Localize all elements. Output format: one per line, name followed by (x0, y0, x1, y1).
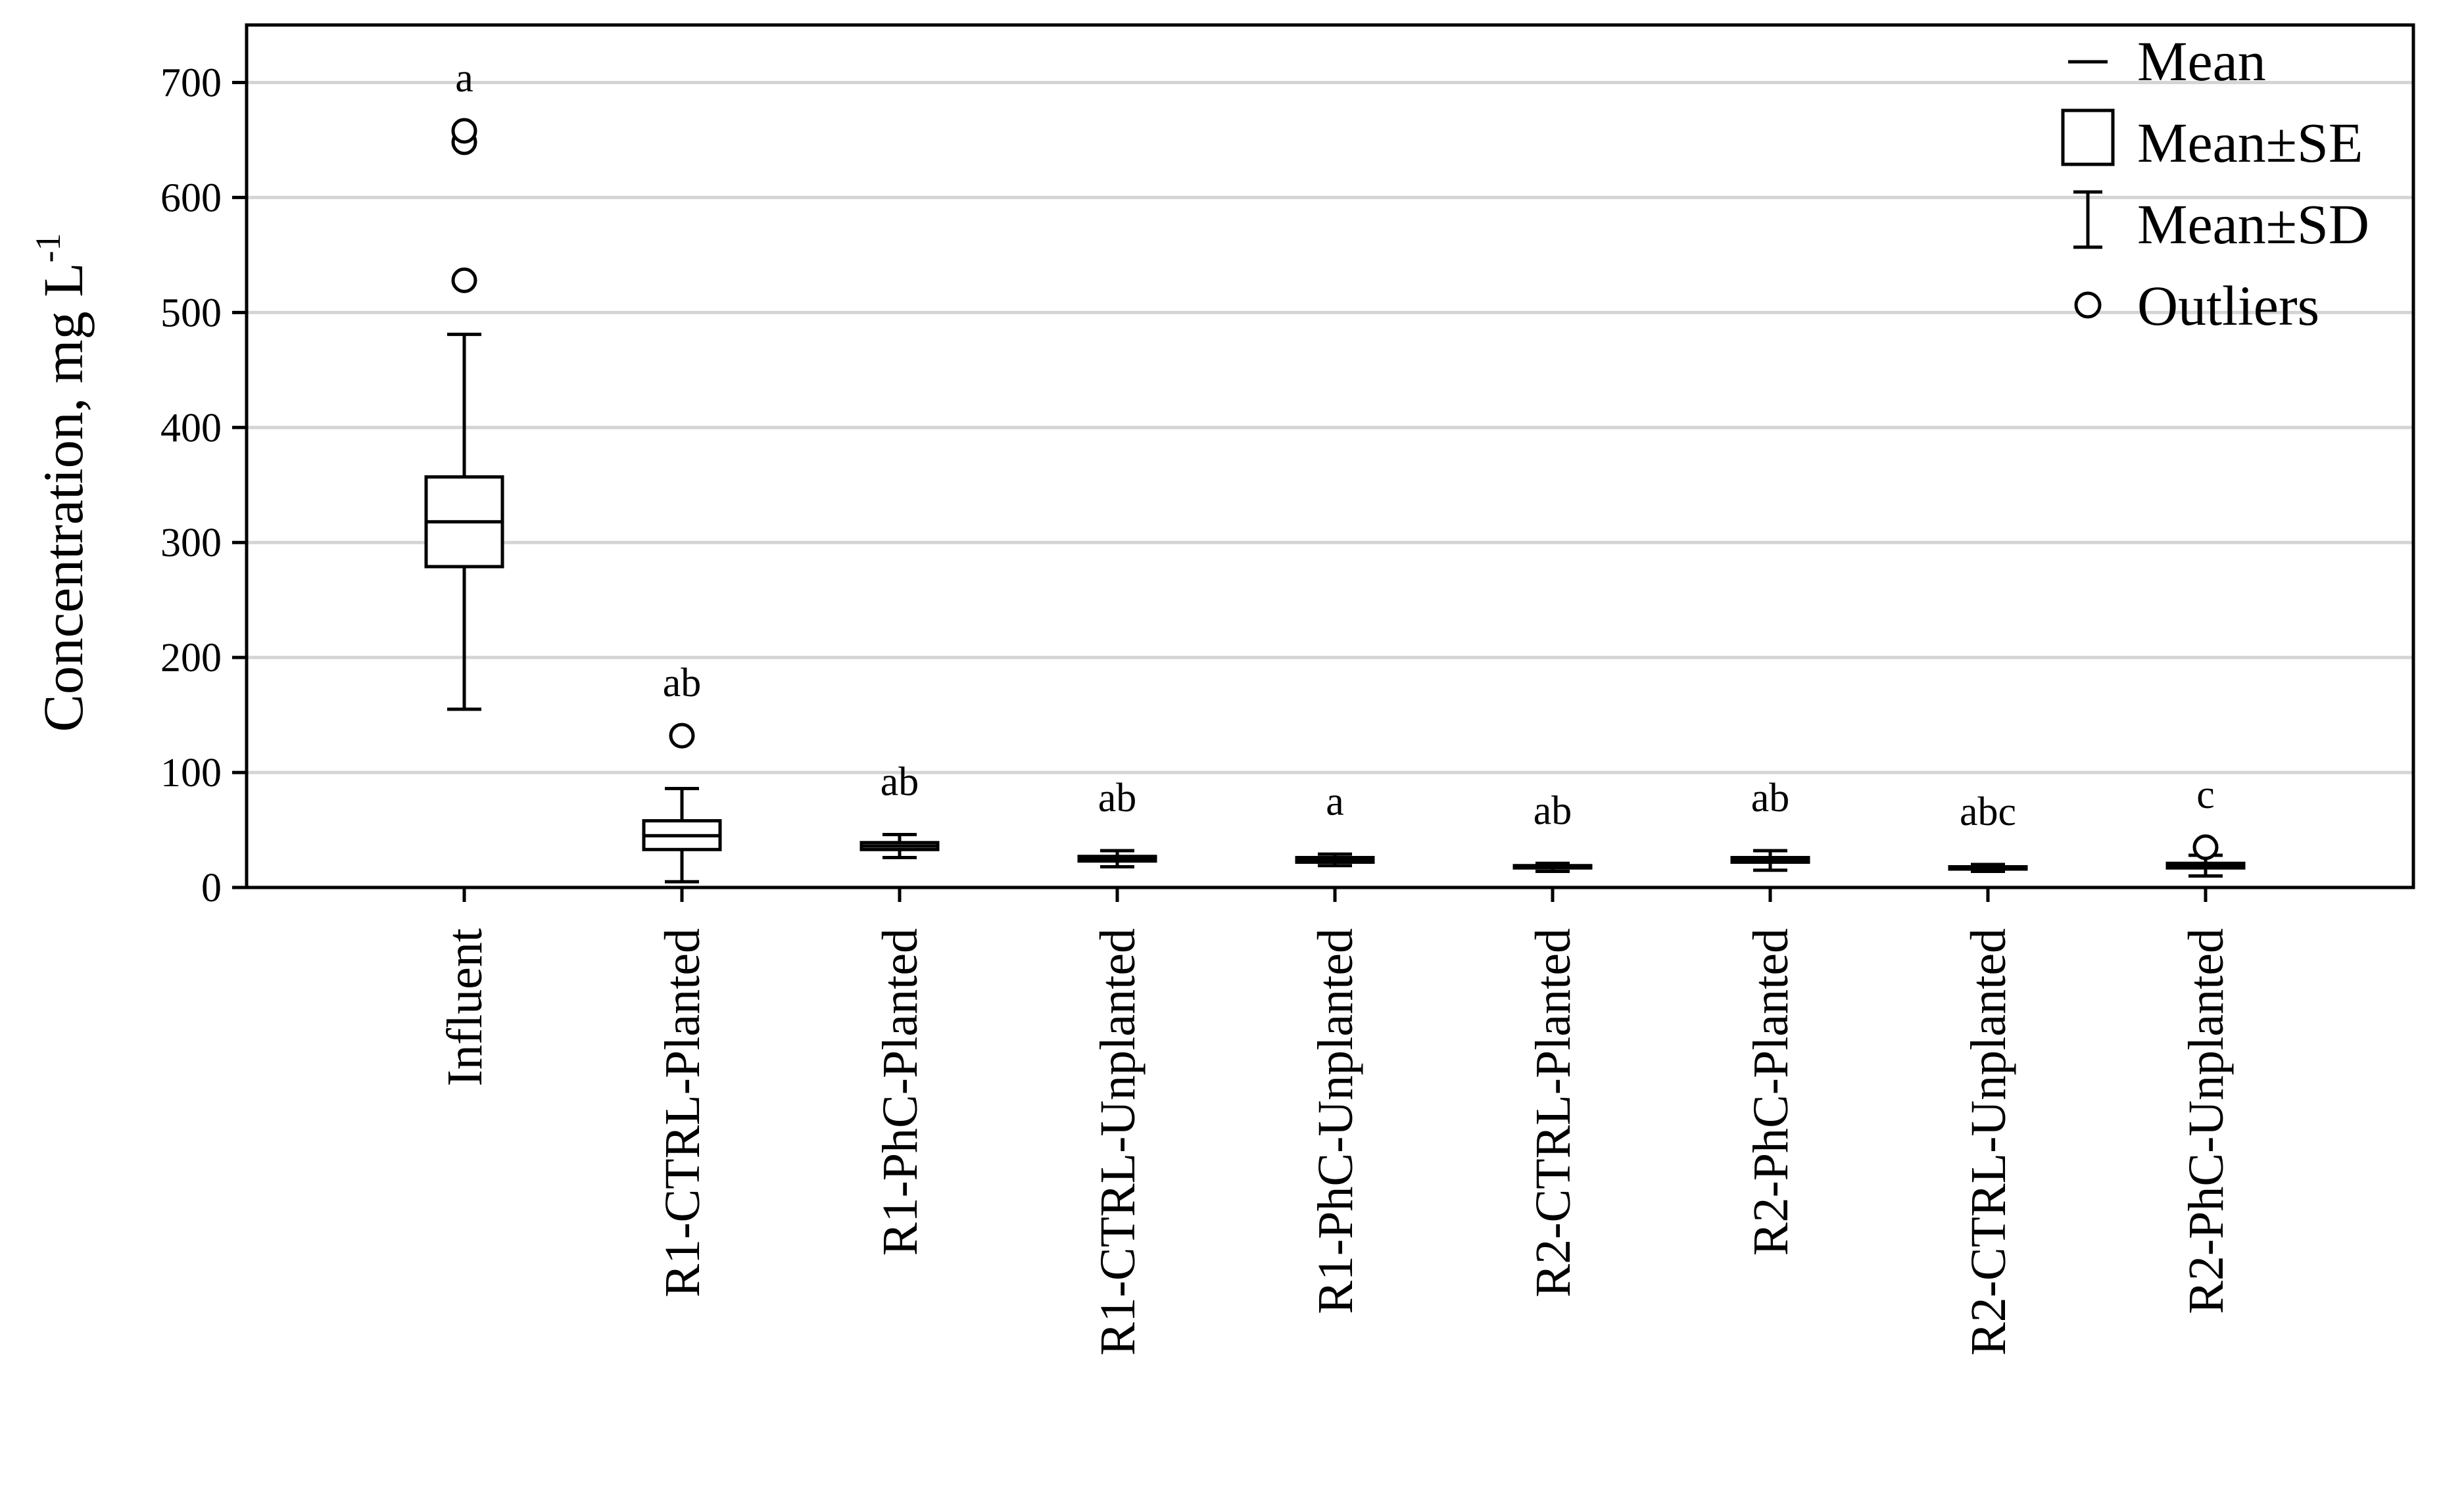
category-label: R2-PhC-Planted (1743, 928, 1799, 1256)
category-label: R2-CTRL-Planted (1526, 928, 1581, 1298)
legend-label: Mean±SD (2137, 193, 2369, 256)
outlier-point (669, 722, 695, 749)
significance-letter: a (1326, 779, 1344, 824)
category-label: R1-PhC-Unplanted (1308, 928, 1363, 1314)
box-group: ab (642, 661, 722, 884)
category-label: R1-PhC-Planted (873, 928, 928, 1256)
legend-item: Mean±SD (2073, 190, 2369, 256)
legend-outlier-symbol (2074, 291, 2102, 319)
box-group: ab (1077, 776, 1157, 869)
box-group: abc (1948, 790, 2028, 874)
significance-letter: ab (1751, 776, 1790, 820)
outlier-point (451, 267, 477, 293)
outlier-point (2192, 834, 2219, 861)
box-group: ab (1730, 776, 1810, 872)
box-group: a (1295, 779, 1375, 868)
category-label: R1-CTRL-Planted (655, 928, 710, 1298)
box-group: a (424, 56, 504, 711)
y-tick-label: 400 (160, 406, 222, 450)
category-labels: Influent R1-CTRL-Planted R1-PhC-Planted R1-… (437, 887, 2234, 1356)
box-group: ab (1512, 788, 1593, 874)
significance-letter: a (455, 56, 473, 101)
y-tick-label: 600 (160, 176, 222, 220)
category-label: R2-PhC-Unplanted (2179, 928, 2234, 1314)
significance-letter: c (2196, 772, 2215, 817)
box-group: c (2165, 772, 2246, 878)
box-group: ab (859, 760, 940, 860)
legend-label: Mean (2137, 30, 2266, 93)
outlier-point (451, 118, 477, 144)
y-axis-label: Concentration, mg L-1 (28, 233, 95, 732)
legend-item: Mean (2068, 30, 2266, 93)
significance-letter: ab (1098, 776, 1137, 820)
gridlines (247, 80, 2413, 774)
category-label: R2-CTRL-Unplanted (1961, 928, 2016, 1356)
legend-sd-symbol (2073, 190, 2102, 249)
y-axis-ticks: 0 100 200 300 400 500 600 700 (160, 60, 247, 910)
category-label: Influent (437, 928, 493, 1087)
significance-letter: ab (1534, 788, 1572, 833)
legend-item: Outliers (2074, 274, 2319, 337)
significance-letter: abc (1960, 790, 2016, 834)
y-tick-label: 200 (160, 636, 222, 680)
boxes: a ab ab ab a ab ab abc c (424, 56, 2246, 884)
significance-letter: ab (663, 661, 702, 705)
legend-label: Outliers (2137, 274, 2319, 337)
y-tick-label: 100 (160, 751, 222, 795)
y-tick-label: 700 (160, 60, 222, 105)
legend-se-symbol (2061, 108, 2115, 166)
y-tick-label: 300 (160, 521, 222, 565)
y-tick-label: 0 (201, 866, 222, 910)
category-label: R1-CTRL-Unplanted (1090, 928, 1146, 1356)
y-tick-label: 500 (160, 291, 222, 335)
significance-letter: ab (881, 760, 919, 805)
legend-label: Mean±SE (2137, 111, 2363, 174)
legend-item: Mean±SE (2061, 108, 2363, 174)
plot-frame (245, 23, 2415, 889)
legend: Mean Mean±SE Mean±SD Outliers (2061, 30, 2369, 337)
